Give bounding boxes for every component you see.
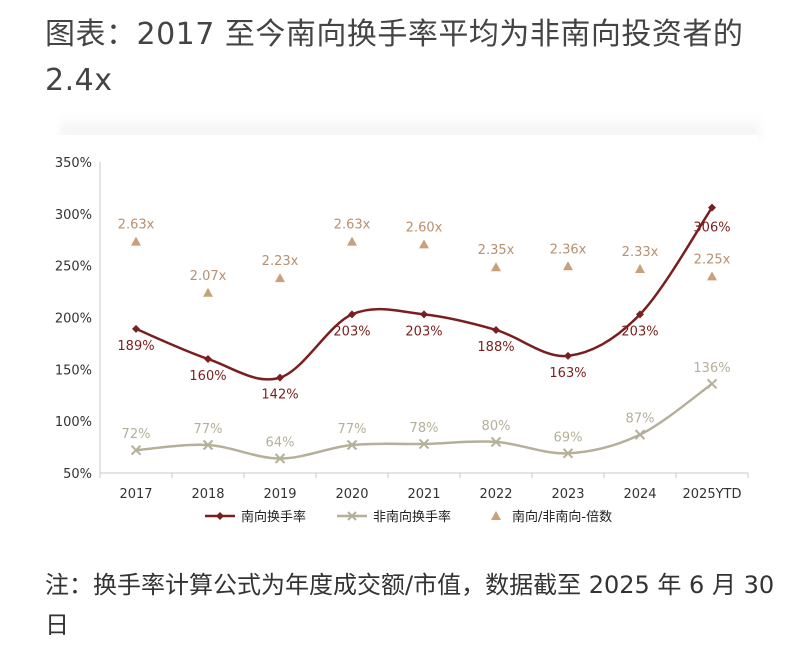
data-label-non-southbound: 78% — [410, 421, 439, 436]
x-tick-label: 2025YTD — [683, 487, 742, 502]
data-label-non-southbound: 80% — [482, 419, 511, 434]
x-tick-label: 2020 — [335, 487, 368, 502]
data-label-non-southbound: 77% — [194, 422, 223, 437]
data-label-southbound: 203% — [333, 324, 370, 339]
data-label-non-southbound: 136% — [693, 361, 730, 376]
footnote: 注：换手率计算公式为年度成交额/市值，数据截至 2025 年 6 月 30 日 — [45, 571, 775, 639]
point-multiple — [563, 261, 573, 271]
data-label-multiple: 2.25x — [694, 252, 731, 267]
point-non-southbound — [202, 439, 214, 451]
page-title: 图表：2017 至今南向换手率平均为非南向投资者的 2.4x — [45, 17, 744, 98]
point-multiple — [203, 287, 213, 297]
y-tick-label: 200% — [55, 312, 92, 327]
point-non-southbound — [490, 436, 502, 448]
chart-card: 50% 100% 150% 200% 250% 300% 350% 2017 2018 2019 2… — [40, 135, 758, 535]
data-label-southbound: 203% — [621, 324, 658, 339]
point-southbound — [708, 203, 716, 212]
data-label-multiple: 2.07x — [190, 269, 227, 284]
data-label-southbound: 160% — [189, 369, 226, 384]
point-southbound — [276, 373, 284, 382]
point-southbound — [636, 310, 644, 319]
x-tick-label: 2022 — [479, 487, 512, 502]
legend-marker-multiple — [491, 511, 501, 520]
data-label-multiple: 2.63x — [118, 218, 155, 233]
data-label-multiple: 2.36x — [550, 242, 587, 257]
point-non-southbound — [274, 453, 286, 464]
y-tick-label: 300% — [55, 208, 92, 223]
data-label-southbound: 163% — [549, 366, 586, 381]
data-label-southbound: 142% — [261, 388, 298, 403]
data-label-southbound: 188% — [477, 340, 514, 355]
point-multiple — [131, 236, 141, 246]
x-tick-label: 2023 — [551, 487, 584, 502]
data-label-southbound: 306% — [693, 221, 730, 236]
legend-label-non-southbound: 非南向换手率 — [373, 509, 451, 525]
point-southbound — [492, 325, 500, 334]
data-label-non-southbound: 72% — [122, 427, 151, 442]
y-tick-label: 350% — [55, 156, 92, 171]
point-southbound — [564, 351, 572, 360]
legend-label-southbound: 南向换手率 — [241, 509, 306, 525]
legend-marker-non-southbound — [347, 511, 357, 521]
x-tick-label: 2017 — [119, 487, 152, 502]
data-label-multiple: 2.60x — [406, 220, 443, 235]
point-southbound — [420, 310, 428, 319]
y-tick-label: 250% — [55, 260, 92, 275]
point-multiple — [347, 236, 357, 246]
data-label-multiple: 2.23x — [262, 254, 299, 269]
y-tick-label: 50% — [63, 467, 92, 482]
y-tick-label: 150% — [55, 363, 92, 378]
y-tick-label: 100% — [55, 415, 92, 430]
point-non-southbound — [562, 448, 574, 459]
data-label-non-southbound: 64% — [266, 435, 295, 450]
data-label-non-southbound: 87% — [626, 412, 655, 427]
point-non-southbound — [418, 438, 430, 450]
data-label-multiple: 2.63x — [334, 218, 371, 233]
series-line-southbound — [135, 206, 714, 381]
data-label-non-southbound: 77% — [338, 422, 367, 437]
data-label-multiple: 2.33x — [622, 245, 659, 260]
x-tick-label: 2021 — [407, 487, 440, 502]
point-southbound — [204, 354, 212, 363]
point-multiple — [707, 271, 717, 281]
data-label-multiple: 2.35x — [478, 243, 515, 258]
data-label-southbound: 203% — [405, 324, 442, 339]
point-non-southbound — [130, 444, 142, 456]
x-tick-label: 2018 — [191, 487, 224, 502]
point-non-southbound — [634, 429, 646, 440]
legend-label-multiple: 南向/非南向-倍数 — [512, 509, 612, 525]
chart-card-shadow — [60, 112, 760, 138]
x-tick-label: 2024 — [623, 487, 656, 502]
point-non-southbound — [346, 439, 358, 451]
point-southbound — [348, 310, 356, 319]
data-label-southbound: 189% — [117, 339, 154, 354]
point-southbound — [132, 324, 140, 333]
data-label-non-southbound: 69% — [554, 430, 583, 445]
x-tick-label: 2019 — [263, 487, 296, 502]
point-multiple — [275, 273, 285, 283]
point-multiple — [419, 239, 429, 249]
legend-marker-southbound — [216, 512, 224, 520]
point-non-southbound — [706, 378, 718, 390]
point-multiple — [635, 264, 645, 274]
point-multiple — [491, 262, 501, 272]
turnover-chart: 50% 100% 150% 200% 250% 300% 350% 2017 2018 2019 2… — [55, 156, 749, 525]
